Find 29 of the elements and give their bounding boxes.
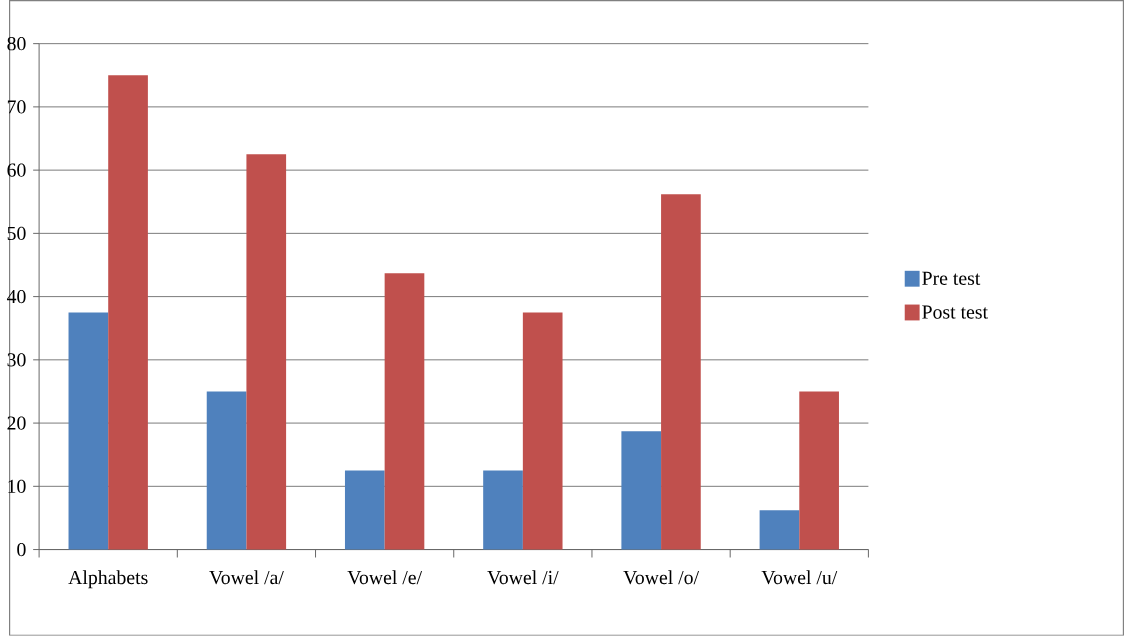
y-tick-label: 30 [7, 353, 26, 367]
x-tick-label: Vowel /i/ [487, 570, 559, 585]
y-tick-label: 50 [7, 226, 26, 241]
bar [661, 194, 701, 550]
bar [621, 431, 662, 550]
y-tick-label: 10 [8, 479, 26, 494]
x-tick-label: Vowel /u/ [761, 570, 838, 585]
y-tick-label: 20 [7, 416, 26, 430]
bar [759, 510, 800, 550]
y-tick-label: 70 [7, 100, 26, 114]
x-tick-label: Vowel /a/ [209, 570, 284, 585]
bar [68, 312, 109, 550]
y-tick-label: 60 [7, 163, 26, 177]
y-tick-label: 80 [7, 37, 26, 51]
legend-label: Post test [922, 305, 988, 319]
bar [483, 470, 523, 550]
bar [384, 273, 425, 550]
y-tick-label: 0 [17, 542, 26, 557]
bar [108, 75, 148, 550]
bar [799, 391, 839, 550]
x-tick-label: Alphabets [68, 570, 148, 589]
bar [206, 391, 247, 550]
y-tick-label: 40 [6, 290, 26, 304]
legend-label: Pre test [922, 271, 981, 285]
bar [522, 312, 563, 550]
x-tick-label: Vowel /e/ [347, 570, 423, 585]
bar [344, 470, 385, 550]
x-tick-label: Vowel /o/ [623, 570, 700, 585]
bar [246, 154, 287, 550]
